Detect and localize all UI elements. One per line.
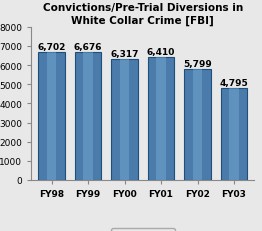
Text: 6,317: 6,317 (110, 50, 139, 59)
FancyBboxPatch shape (193, 70, 202, 180)
Text: 6,676: 6,676 (74, 43, 102, 52)
FancyBboxPatch shape (156, 58, 166, 180)
Bar (148, 58, 174, 180)
Text: 6,410: 6,410 (147, 48, 175, 57)
Title: Convictions/Pre-Trial Diversions in
White Collar Crime [FBI]: Convictions/Pre-Trial Diversions in Whit… (43, 3, 243, 26)
Text: 6,702: 6,702 (37, 42, 66, 51)
FancyBboxPatch shape (120, 60, 129, 180)
Legend: Actual: Actual (111, 228, 175, 231)
Text: 5,799: 5,799 (183, 60, 212, 69)
Bar (221, 89, 247, 180)
FancyBboxPatch shape (47, 52, 56, 180)
FancyBboxPatch shape (230, 89, 239, 180)
Bar (75, 53, 101, 180)
Bar (38, 52, 65, 180)
Bar (111, 60, 138, 180)
FancyBboxPatch shape (83, 53, 93, 180)
Bar (184, 70, 211, 180)
Text: 4,795: 4,795 (220, 79, 248, 88)
